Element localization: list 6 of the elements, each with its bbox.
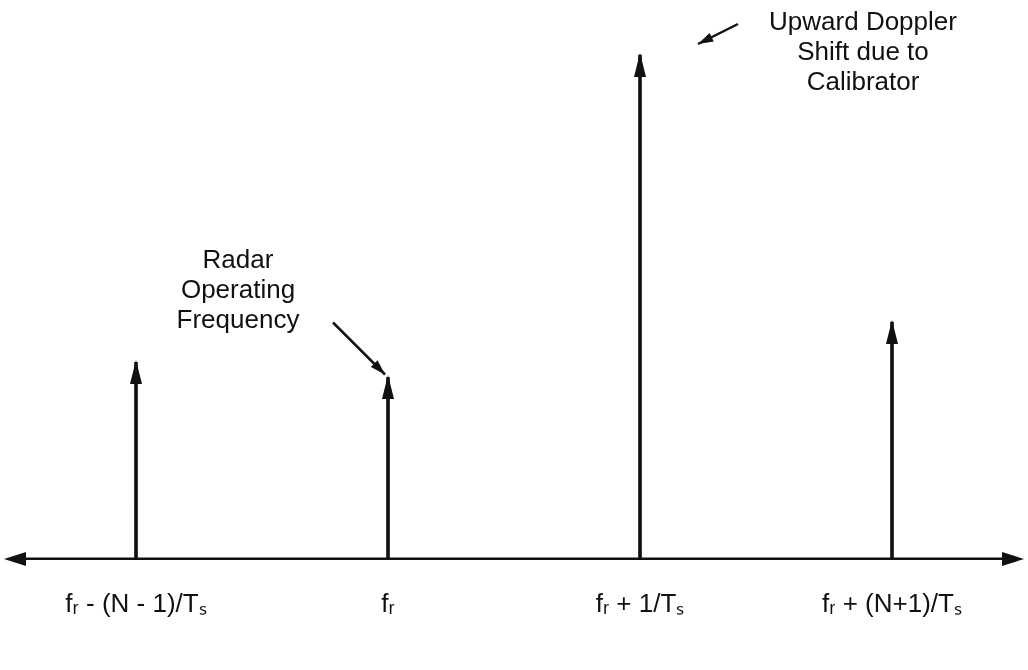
x-tick-label: fᵣ + 1/Tₛ xyxy=(595,587,685,618)
annotation: Upward Doppler Shift due to Calibrator xyxy=(769,6,958,97)
x-tick-label: fᵣ - (N - 1)/Tₛ xyxy=(65,587,207,618)
annotation: Radar Operating Frequency xyxy=(176,243,300,334)
x-tick-label: fᵣ + (N+1)/Tₛ xyxy=(822,587,962,618)
x-tick-label: fᵣ xyxy=(381,587,395,618)
